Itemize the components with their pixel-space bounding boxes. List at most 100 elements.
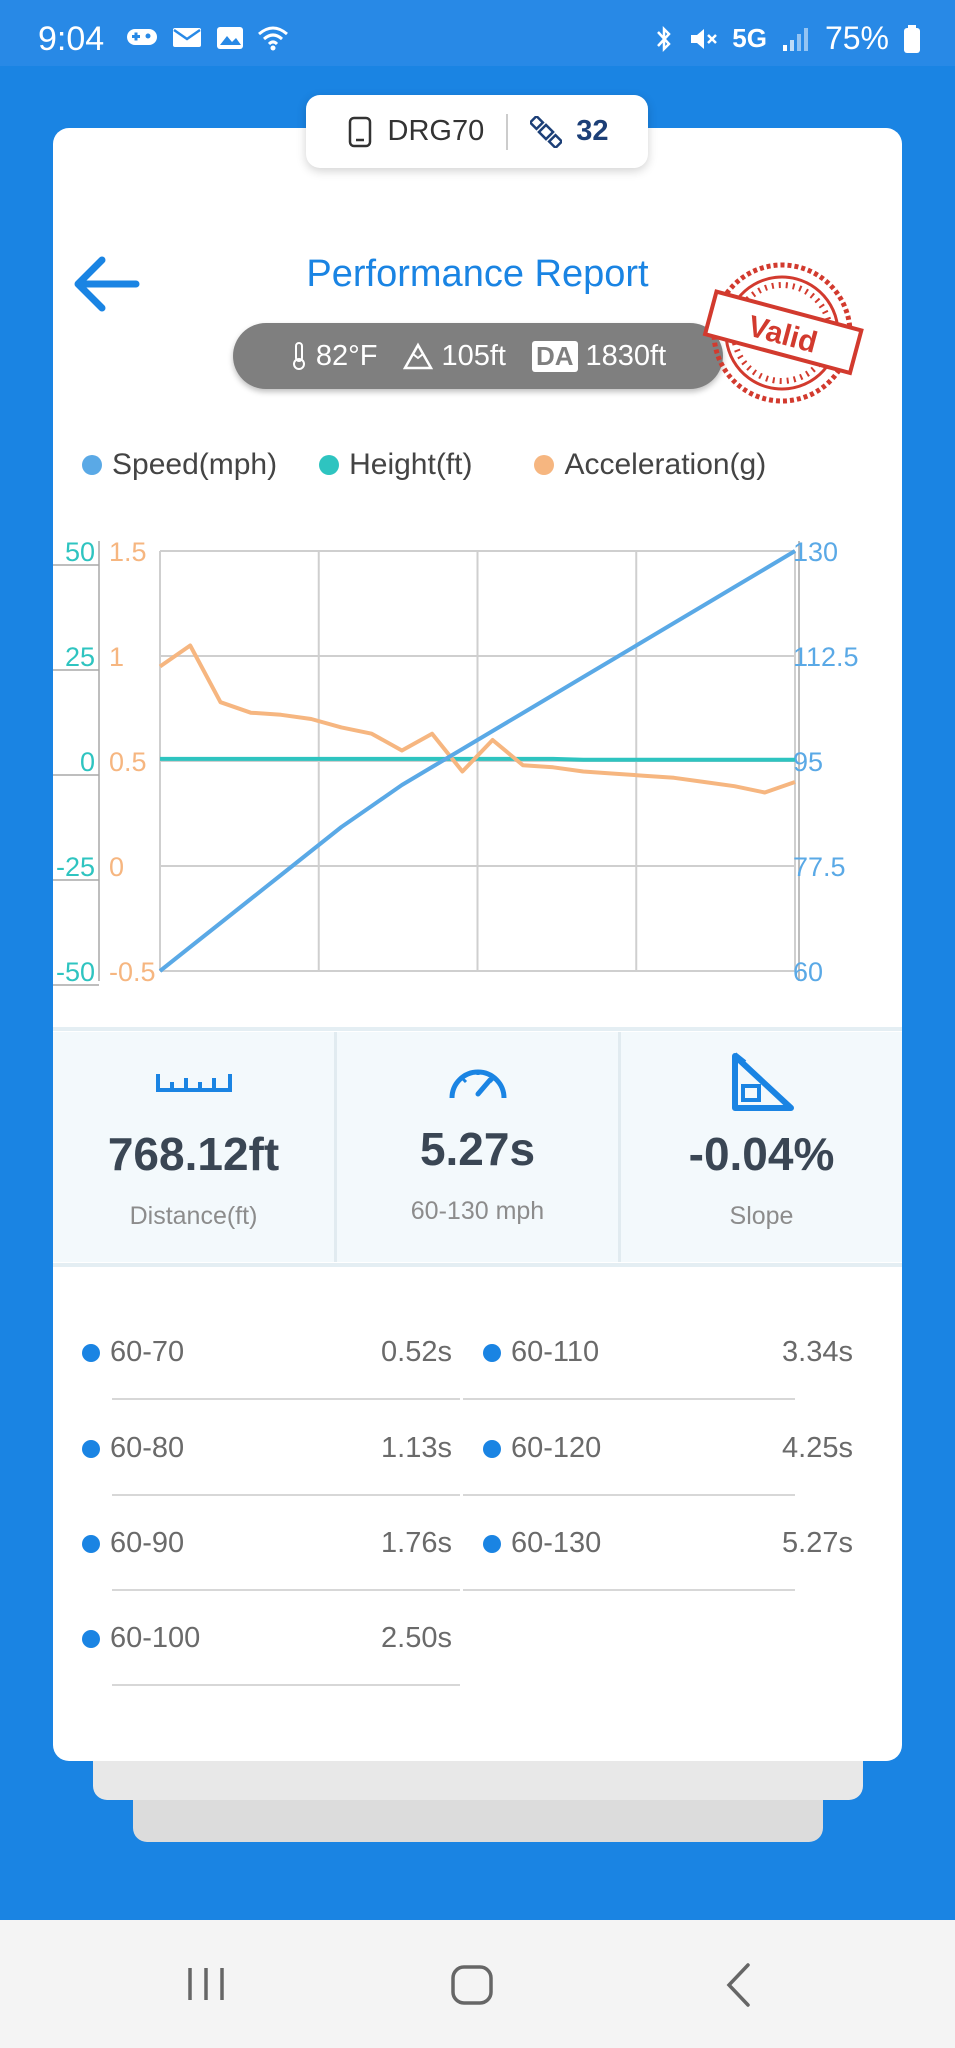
- split-row: 60-100 2.50s: [82, 1592, 460, 1686]
- split-row: 60-130 5.27s: [463, 1497, 853, 1591]
- left-axes: 50 25 0 -25 -50 1.5 1 0.5 0 -0.5: [53, 537, 800, 987]
- speed-tick-label: 130: [793, 537, 838, 567]
- notification-icons: [125, 24, 289, 52]
- mail-icon: [173, 28, 201, 47]
- legend-acceleration[interactable]: Acceleration(g): [534, 448, 766, 482]
- time-label: 60-130 mph: [410, 1197, 545, 1225]
- time-value: 5.27s: [419, 1123, 536, 1175]
- split-divider: [463, 1589, 795, 1591]
- stat-distance: 768.12ft Distance(ft): [53, 1032, 337, 1262]
- split-range: 60-80: [110, 1432, 185, 1464]
- recent-apps-icon[interactable]: [183, 1964, 229, 2004]
- chart-series: [158, 549, 797, 973]
- legend-speed-dot: [82, 455, 102, 475]
- network-label: 5G: [732, 23, 767, 53]
- density-altitude-item: DA 1830ft: [531, 339, 667, 373]
- performance-chart: 50 25 0 -25 -50 1.5 1 0.5 0 -0.5 130 112.5 95 77.5 60: [53, 537, 859, 987]
- density-altitude-value: 1830ft: [585, 339, 667, 372]
- split-dot: [483, 1440, 501, 1458]
- elevation-item: 105ft: [403, 340, 506, 373]
- legend-acceleration-label: Acceleration(g): [564, 448, 767, 481]
- slope-value: -0.04%: [688, 1128, 835, 1180]
- battery-icon: [904, 24, 920, 53]
- split-range: 60-100: [110, 1622, 201, 1654]
- status-time: 9:04: [38, 20, 105, 58]
- accel-tick-label: -0.5: [109, 957, 156, 987]
- stat-time: 5.27s 60-130 mph: [337, 1032, 621, 1262]
- split-range: 60-130: [511, 1527, 602, 1559]
- accel-tick-label: 0.5: [109, 747, 147, 777]
- split-times-list: 60-70 0.52s 60-80 1.13s 60-90 1.76s 60-100 2…: [82, 1306, 853, 1706]
- stats-panel: 768.12ft Distance(ft) 5.27s 60-130 mph -…: [53, 1032, 902, 1262]
- split-range: 60-70: [110, 1336, 185, 1368]
- slope-label: Slope: [729, 1202, 794, 1230]
- split-row: 60-110 3.34s: [463, 1306, 853, 1400]
- temperature-value: 82°F: [315, 339, 378, 372]
- divider-top: [53, 1027, 902, 1031]
- split-time: 4.25s: [782, 1432, 853, 1464]
- split-range: 60-90: [110, 1527, 185, 1559]
- da-label: DA: [531, 340, 578, 372]
- distance-label: Distance(ft): [129, 1202, 258, 1230]
- split-dot: [483, 1344, 501, 1362]
- page-title: Performance Report: [306, 253, 649, 295]
- back-arrow-icon[interactable]: [70, 252, 142, 316]
- valid-stamp: Valid: [702, 262, 864, 404]
- split-dot: [82, 1535, 100, 1553]
- split-divider: [463, 1398, 795, 1400]
- split-time: 1.13s: [381, 1432, 452, 1464]
- speedometer-icon: [449, 1069, 506, 1099]
- legend-height[interactable]: Height(ft): [319, 448, 472, 482]
- split-divider: [112, 1589, 460, 1591]
- pill-divider: [506, 113, 509, 150]
- distance-value: 768.12ft: [107, 1128, 280, 1180]
- split-dot: [82, 1344, 100, 1362]
- height-tick-label: 50: [65, 537, 95, 567]
- satellite-count: 32: [576, 115, 609, 147]
- home-icon[interactable]: [450, 1964, 494, 2006]
- series-line-speed: [158, 549, 797, 973]
- split-divider: [112, 1684, 460, 1686]
- device-name: DRG70: [387, 115, 485, 147]
- split-time: 3.34s: [782, 1336, 853, 1368]
- mute-icon: [691, 28, 718, 49]
- gamepad-icon: [127, 29, 157, 45]
- height-tick-label: -50: [56, 957, 95, 987]
- status-right: 5G 75%: [654, 20, 921, 57]
- series-line-height: [160, 756, 795, 762]
- split-dot: [483, 1535, 501, 1553]
- legend-speed[interactable]: Speed(mph): [82, 448, 277, 482]
- split-row: 60-80 1.13s: [82, 1402, 460, 1496]
- split-divider: [463, 1494, 795, 1496]
- satellite-icon: [530, 115, 563, 148]
- battery-percent: 75%: [824, 20, 889, 56]
- signal-icon: [782, 27, 808, 51]
- device-pill[interactable]: DRG70 32: [306, 95, 648, 168]
- series-line-accel: [158, 643, 796, 795]
- split-time: 5.27s: [782, 1527, 853, 1559]
- split-time: 2.50s: [381, 1622, 452, 1654]
- system-nav-bar: [0, 1920, 955, 2048]
- split-dot: [82, 1440, 100, 1458]
- ruler-icon: [155, 1074, 232, 1092]
- split-time: 1.76s: [381, 1527, 452, 1559]
- right-axis: 130 112.5 95 77.5 60: [793, 537, 859, 987]
- split-range: 60-120: [511, 1432, 602, 1464]
- wifi-icon: [258, 26, 288, 51]
- mountain-icon: [403, 342, 434, 370]
- system-back-icon[interactable]: [724, 1962, 754, 2008]
- speed-tick-label: 60: [793, 957, 823, 987]
- bluetooth-icon: [657, 25, 671, 52]
- conditions-pill: 82°F 105ft DA 1830ft: [233, 323, 723, 389]
- split-divider: [112, 1494, 460, 1496]
- chart-legend: Speed(mph) Height(ft) Acceleration(g): [82, 448, 882, 482]
- thermometer-icon: [292, 342, 305, 370]
- gallery-icon: [217, 27, 243, 49]
- split-dot: [82, 1630, 100, 1648]
- divider-bottom: [53, 1263, 902, 1267]
- elevation-value: 105ft: [441, 339, 506, 372]
- status-bar: 9:04 5G 75%: [0, 0, 955, 66]
- speed-tick-label: 112.5: [793, 642, 859, 672]
- phone-icon: [348, 116, 371, 147]
- split-row: 60-90 1.76s: [82, 1497, 460, 1591]
